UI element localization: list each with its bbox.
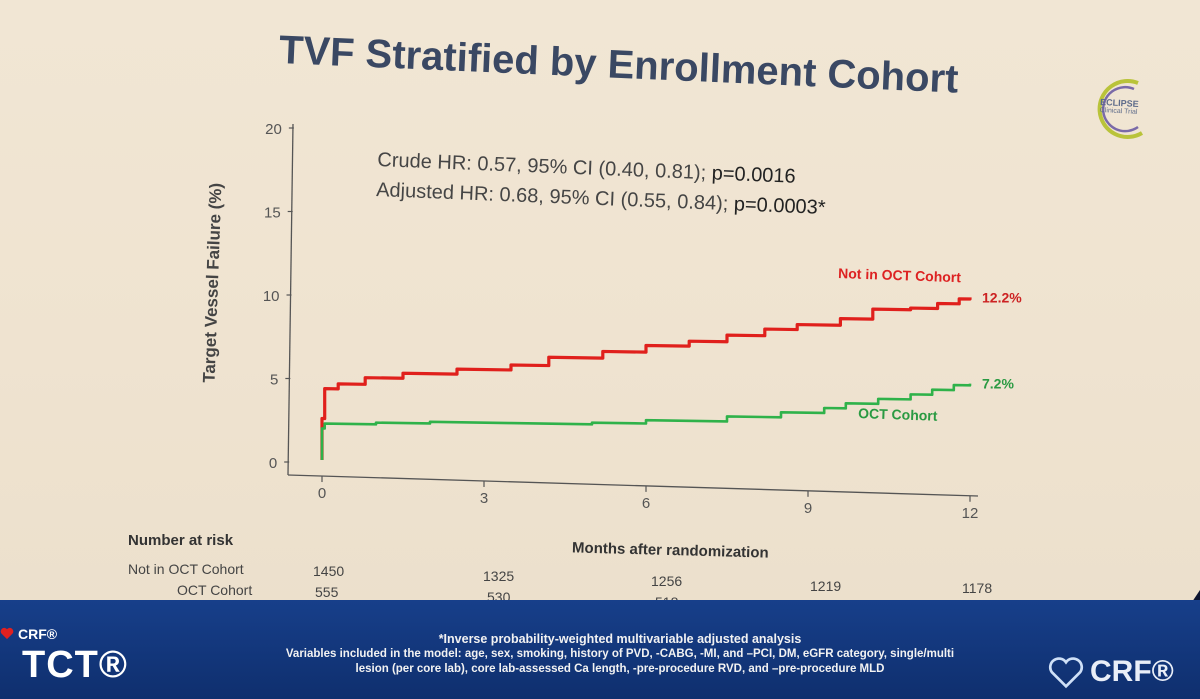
eclipse-logo-icon bbox=[1097, 79, 1144, 139]
risk-value: 1325 bbox=[483, 568, 515, 584]
heart-icon bbox=[0, 627, 14, 640]
footnote-line-3: lesion (per core lab), core lab-assessed… bbox=[355, 663, 885, 675]
y-axis-line bbox=[287, 123, 294, 476]
series-label-not-oct: Not in OCT Cohort bbox=[838, 265, 962, 285]
series-oct-line bbox=[320, 383, 972, 460]
risk-table-title: Number at risk bbox=[128, 532, 234, 549]
risk-value: 1256 bbox=[651, 573, 683, 589]
series-not-oct-line bbox=[320, 297, 972, 460]
tct-brand: TCT® bbox=[22, 644, 128, 686]
risk-value: 1178 bbox=[962, 580, 993, 596]
end-label-not-oct: 12.2% bbox=[982, 289, 1022, 305]
x-tick-label: 0 bbox=[318, 485, 326, 502]
y-tick-label: 15 bbox=[264, 205, 281, 222]
y-tick-label: 20 bbox=[265, 121, 282, 138]
risk-row-label-not-oct: Not in OCT Cohort bbox=[128, 561, 244, 577]
series-label-oct: OCT Cohort bbox=[858, 405, 938, 424]
crf-brand-small: CRF® bbox=[18, 626, 58, 642]
risk-row-label-oct: OCT Cohort bbox=[177, 582, 253, 598]
x-tick-label: 12 bbox=[962, 505, 979, 522]
footnote-line-1: *Inverse probability-weighted multivaria… bbox=[438, 632, 802, 646]
y-axis-label: Target Vessel Failure (%) bbox=[200, 183, 226, 384]
end-label-oct: 7.2% bbox=[982, 376, 1014, 392]
x-tick-label: 9 bbox=[804, 500, 812, 517]
y-tick-label: 5 bbox=[270, 372, 278, 389]
crf-heart-icon bbox=[1048, 657, 1084, 689]
footer-band bbox=[0, 600, 1200, 699]
y-tick-label: 0 bbox=[269, 455, 277, 472]
footnote: *Inverse probability-weighted multivaria… bbox=[260, 632, 980, 677]
risk-value: 1450 bbox=[313, 563, 345, 579]
x-axis-line bbox=[287, 474, 979, 497]
x-tick-label: 6 bbox=[642, 495, 650, 512]
x-tick-label: 3 bbox=[480, 490, 488, 507]
footnote-line-2: Variables included in the model: age, se… bbox=[285, 648, 955, 660]
risk-value: 1219 bbox=[810, 578, 842, 594]
risk-value: 555 bbox=[315, 584, 339, 600]
y-tick-label: 10 bbox=[263, 288, 280, 305]
crf-brand-right: CRF® bbox=[1090, 655, 1174, 688]
